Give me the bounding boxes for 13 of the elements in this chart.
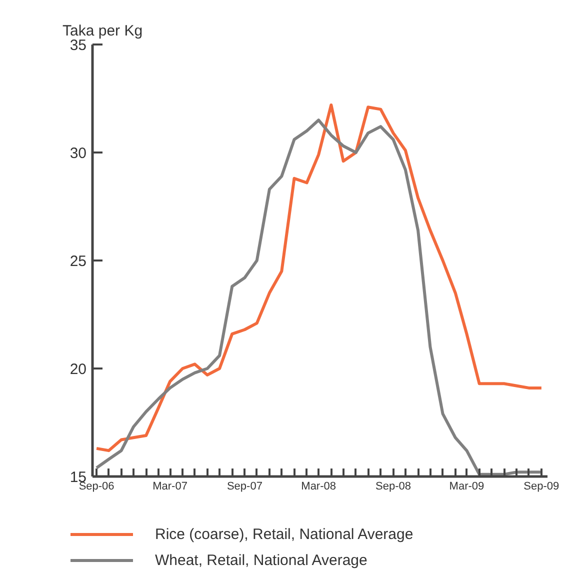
legend-label: Wheat, Retail, National Average: [155, 552, 368, 568]
x-tick-label: Mar-09: [449, 480, 484, 492]
x-tick-label: Sep-07: [226, 480, 262, 492]
x-tick-label: Sep-09: [524, 480, 560, 492]
y-tick-label: 35: [70, 37, 87, 54]
x-tick-label: Sep-08: [376, 480, 412, 492]
x-tick-label: Mar-07: [152, 480, 188, 492]
x-tick-label: Mar-08: [301, 480, 336, 492]
y-tick-label: 30: [70, 145, 87, 162]
y-axis-title: Taka per Kg: [62, 22, 143, 40]
y-tick-label: 20: [70, 361, 87, 378]
legend-label: Rice (coarse), Retail, National Average: [155, 526, 414, 542]
y-tick-label: 25: [70, 253, 87, 270]
